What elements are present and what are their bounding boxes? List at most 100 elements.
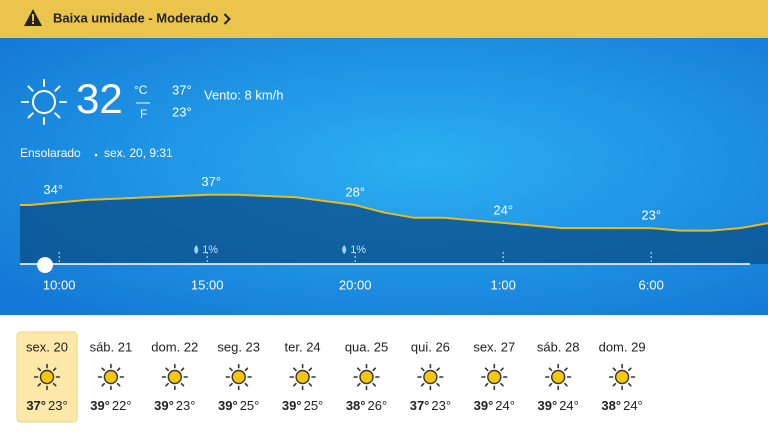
sun-disc xyxy=(614,369,630,385)
day-low: 23° xyxy=(176,398,196,413)
wind: Vento: 8 km/h xyxy=(204,87,284,102)
unit-celsius[interactable]: °C xyxy=(134,83,148,97)
day-name: dom. 22 xyxy=(151,339,198,354)
time-label: 6:00 xyxy=(639,277,664,292)
day-high: 39° xyxy=(218,398,238,413)
sun-ray xyxy=(27,112,34,119)
time-label: 10:00 xyxy=(43,277,76,292)
day-high: 39° xyxy=(282,398,302,413)
alert-text[interactable]: Baixa umidade - Moderado xyxy=(53,10,218,25)
sun-ray xyxy=(37,382,42,387)
sun-ray xyxy=(484,367,489,372)
sun-ray xyxy=(116,382,121,387)
sun-ray xyxy=(244,367,249,372)
day-card[interactable]: sáb. 28 39° 24° xyxy=(537,339,580,413)
temp-label: 28° xyxy=(345,184,365,199)
now-marker xyxy=(37,257,53,273)
temp-area xyxy=(20,194,768,264)
sun-ray xyxy=(101,382,106,387)
day-card[interactable]: ter. 24 39° 25° xyxy=(282,339,323,413)
day-card[interactable]: dom. 22 39° 23° xyxy=(151,339,198,413)
sun-disc xyxy=(167,369,183,385)
sun-ray xyxy=(564,367,568,372)
temp-label: 34° xyxy=(43,182,63,197)
day-card[interactable]: dom. 29 38° 24° xyxy=(599,339,646,413)
sun-ray xyxy=(372,367,377,372)
sun-ray xyxy=(548,367,553,372)
temp-label: 24° xyxy=(493,202,513,217)
sun-ray xyxy=(627,367,632,372)
day-card[interactable]: sex. 27 39° 24° xyxy=(473,339,515,413)
day-low: 24° xyxy=(559,398,579,413)
day-name: qua. 25 xyxy=(345,339,388,354)
day-high: 37° xyxy=(410,398,430,413)
day-name: qui. 26 xyxy=(411,339,450,354)
day-temps: 39° 23° xyxy=(154,398,195,413)
day-temps: 39° 25° xyxy=(218,398,259,413)
separator-dot xyxy=(94,153,98,157)
sun-ray xyxy=(180,367,185,372)
hourly-panel xyxy=(0,38,768,315)
today-high: 37° xyxy=(172,82,192,97)
day-high: 38° xyxy=(346,398,366,413)
time-label: 1:00 xyxy=(491,277,516,292)
current-temp: 32 xyxy=(76,75,123,122)
drop-icon xyxy=(342,245,347,254)
hourly-chart: 34° 37° 28° 24° 23° 10:00 15:00 20:00 1:00 6:00 1%… xyxy=(19,174,768,292)
time-label: 15:00 xyxy=(191,277,224,292)
date-time: sex. 20, 9:31 xyxy=(104,146,173,160)
day-low: 26° xyxy=(368,398,388,413)
sun-ray xyxy=(116,367,121,372)
unit-fahrenheit[interactable]: F xyxy=(140,107,147,121)
day-name: dom. 29 xyxy=(599,339,646,354)
daily-panel xyxy=(0,315,768,442)
sun-ray xyxy=(500,382,504,387)
day-low: 24° xyxy=(623,398,643,413)
sun-ray xyxy=(372,382,377,387)
sun-disc xyxy=(423,369,438,385)
sun-ray xyxy=(293,367,297,372)
day-card[interactable]: sáb. 21 39° 22° xyxy=(90,339,133,413)
sun-ray xyxy=(244,382,249,387)
precip-label: 1% xyxy=(350,244,366,256)
sun-ray xyxy=(564,382,568,387)
alert-bar[interactable] xyxy=(0,0,768,38)
day-high: 39° xyxy=(538,398,558,413)
sun-ray xyxy=(54,112,61,119)
day-low: 23° xyxy=(431,398,451,413)
day-name: sex. 27 xyxy=(473,339,515,354)
day-temps: 37° 23° xyxy=(26,398,67,413)
day-temps: 38° 24° xyxy=(601,398,642,413)
day-low: 25° xyxy=(240,398,260,413)
sun-ray xyxy=(356,382,361,387)
sun-ray xyxy=(180,382,185,387)
sun-disc xyxy=(487,369,502,385)
condition: Ensolarado xyxy=(20,146,81,160)
drop-icon xyxy=(194,245,199,254)
sun-ray xyxy=(101,367,106,372)
day-name: seg. 23 xyxy=(217,339,260,354)
sun-ray xyxy=(54,85,61,92)
day-name: sáb. 21 xyxy=(90,339,133,354)
day-temps: 39° 24° xyxy=(474,398,515,413)
sun-ray xyxy=(420,382,425,387)
sun-ray xyxy=(500,367,504,372)
day-temps: 37° 23° xyxy=(410,398,451,413)
sun-ray xyxy=(165,367,169,372)
day-card[interactable]: qui. 26 37° 23° xyxy=(410,339,451,413)
day-card[interactable]: qua. 25 38° 26° xyxy=(345,339,388,413)
day-card[interactable]: seg. 23 39° 25° xyxy=(217,339,260,413)
sun-ray xyxy=(548,382,553,387)
day-high: 39° xyxy=(154,398,174,413)
sun-icon xyxy=(21,79,67,125)
day-card[interactable]: sex. 20 37° 23° xyxy=(26,339,68,413)
sun-ray xyxy=(436,367,440,372)
sun-ray xyxy=(229,382,233,387)
day-high: 38° xyxy=(601,398,621,413)
day-name: ter. 24 xyxy=(285,339,321,354)
sun-ray xyxy=(420,367,425,372)
day-low: 25° xyxy=(304,398,324,413)
